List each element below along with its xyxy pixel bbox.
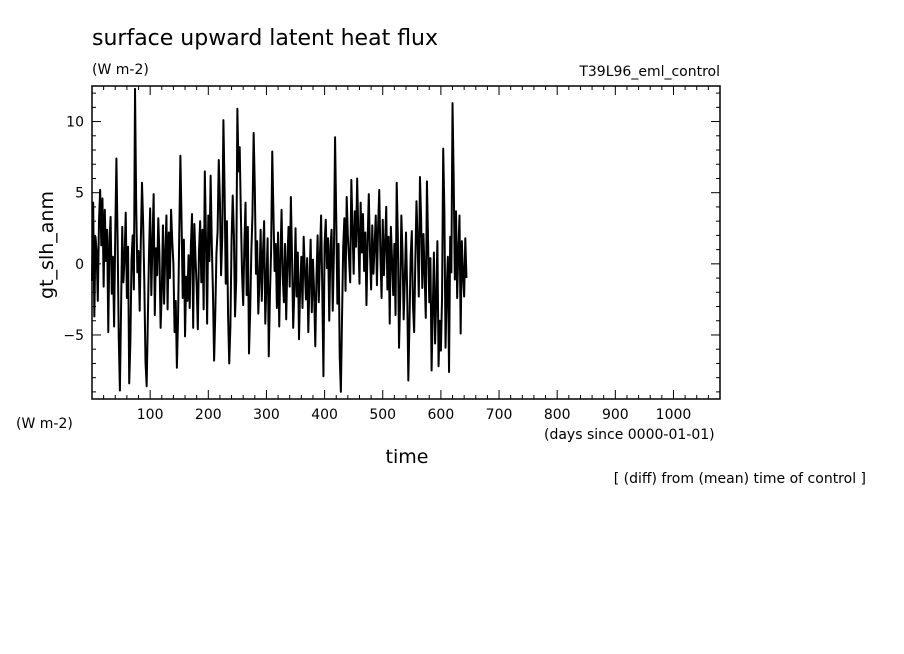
x-tick-label: 200 <box>195 407 222 423</box>
chart-note: [ (diff) from (mean) time of control ] <box>614 471 866 487</box>
x-tick-label: 100 <box>137 407 164 423</box>
plot-frame <box>91 85 721 400</box>
y-axis-label: gt_slh_anm <box>36 191 58 299</box>
run-name: T39L96_eml_control <box>578 64 720 80</box>
chart-title: surface upward latent heat flux <box>92 26 438 51</box>
x-axis-label: time <box>386 446 429 468</box>
x-tick-label: 300 <box>253 407 280 423</box>
x-tick-label: 1000 <box>656 407 692 423</box>
series-line <box>91 87 468 393</box>
y-tick-label: 0 <box>75 257 84 273</box>
x-tick-label: 800 <box>544 407 571 423</box>
tick-labels: 100 200 300 400 500 600 700 800 900 1000 −5 0 5 10 <box>63 115 691 423</box>
x-tick-label: 900 <box>602 407 629 423</box>
y-tick-label: −5 <box>63 328 84 344</box>
x-tick-label: 600 <box>428 407 455 423</box>
x-tick-label: 700 <box>486 407 513 423</box>
x-tick-label: 400 <box>311 407 338 423</box>
title-units: (W m-2) <box>92 62 149 78</box>
y-axis-units: (W m-2) <box>16 416 73 432</box>
x-axis-units: (days since 0000-01-01) <box>544 427 715 443</box>
y-tick-label: 10 <box>66 115 84 131</box>
y-tick-label: 5 <box>75 186 84 202</box>
x-tick-label: 500 <box>369 407 396 423</box>
